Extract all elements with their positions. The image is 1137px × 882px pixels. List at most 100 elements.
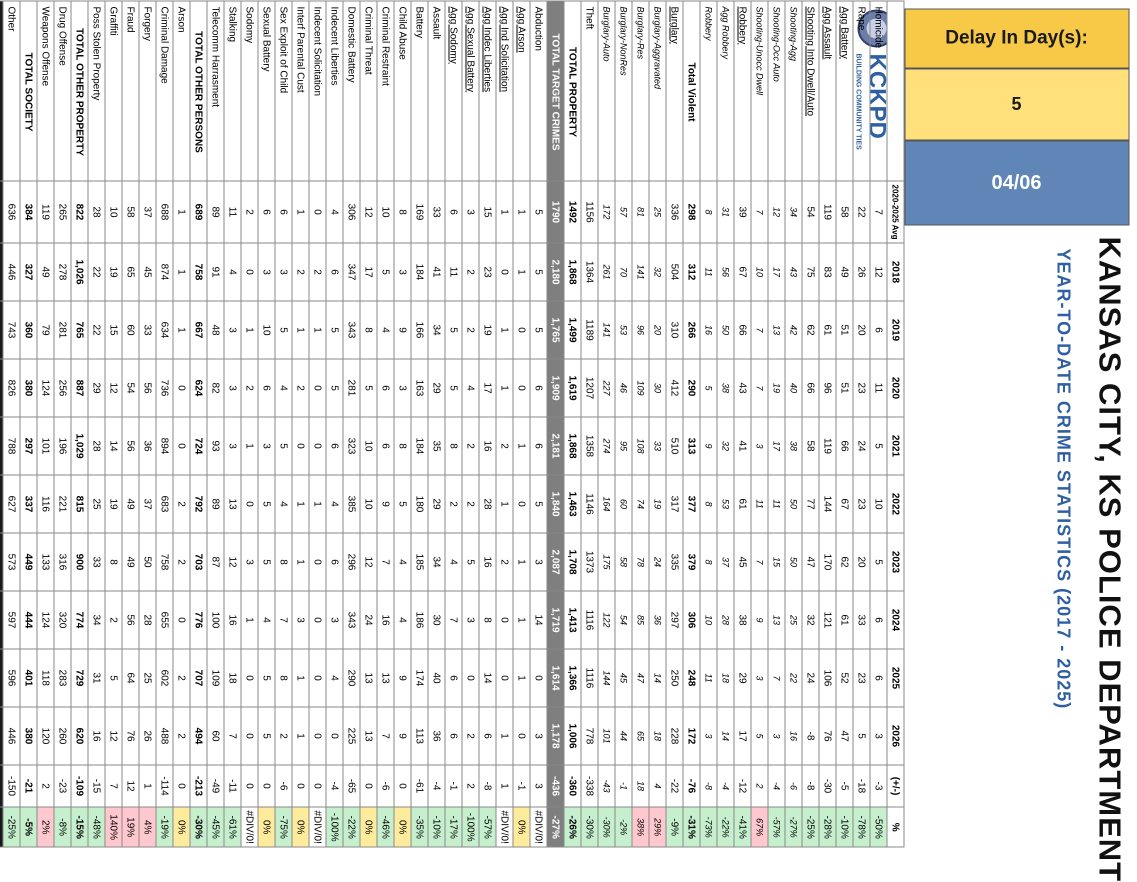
- table-row: Homicide 7 12 6 11 5 10 5 6 6 3 -3 -50%: [869, 0, 887, 847]
- value-cell: 0: [512, 300, 530, 359]
- table-row: Agg Indec Liberties 15 23 19 17 16 28 16 8 14 6 -8-…: [478, 0, 496, 847]
- table-row: Agg Arson 1 1 0 0 1 0 1 1 1 0 -1 0%: [512, 0, 530, 847]
- value-cell: 0: [512, 358, 530, 417]
- value-cell: 2,087: [546, 532, 564, 591]
- value-cell: 1,868: [563, 242, 581, 301]
- value-cell: 225: [342, 706, 360, 765]
- table-row: Burglary 336 504 310 412 510 317 335 297 250 228 -2…: [665, 0, 683, 847]
- value-cell: 2: [172, 648, 190, 707]
- value-cell: 1: [291, 180, 309, 243]
- value-cell: 4: [393, 532, 411, 591]
- value-cell: 1,719: [546, 590, 564, 649]
- value-cell: 221: [53, 474, 71, 533]
- value-cell: 121: [818, 590, 836, 649]
- value-cell: 106: [818, 648, 836, 707]
- value-cell: 58: [801, 416, 819, 475]
- diff-cell: -6: [274, 764, 292, 807]
- value-cell: 33: [138, 300, 156, 359]
- value-cell: 76: [121, 706, 139, 765]
- value-cell: 42: [784, 300, 802, 359]
- value-cell: 10: [869, 474, 887, 533]
- row-label: Agg Ind Solicitation: [495, 0, 513, 181]
- value-cell: 313: [682, 416, 700, 475]
- value-cell: 510: [665, 416, 683, 475]
- pct-change-cell: 38%: [631, 806, 649, 847]
- value-cell: 1,178: [546, 706, 564, 765]
- value-cell: 32: [716, 416, 734, 475]
- value-cell: 900: [70, 532, 88, 591]
- diff-cell: 0: [393, 764, 411, 807]
- diff-cell: 1: [495, 764, 513, 807]
- diff-cell: 12: [121, 764, 139, 807]
- value-cell: 50: [138, 532, 156, 591]
- value-cell: 228: [665, 706, 683, 765]
- value-cell: 1373: [580, 532, 598, 591]
- value-cell: 28: [478, 474, 496, 533]
- value-cell: 12: [767, 180, 785, 243]
- value-cell: 4: [461, 358, 479, 417]
- value-cell: 2: [308, 242, 326, 301]
- value-cell: 1,463: [563, 474, 581, 533]
- value-cell: 2: [291, 242, 309, 301]
- value-cell: 1,026: [70, 242, 88, 301]
- value-cell: 38: [733, 590, 751, 649]
- value-cell: 6: [325, 532, 343, 591]
- value-cell: 297: [665, 590, 683, 649]
- value-cell: 16: [87, 706, 105, 765]
- diff-cell: 0: [308, 764, 326, 807]
- value-cell: 51: [835, 300, 853, 359]
- value-cell: 45: [614, 648, 632, 707]
- value-cell: 3: [529, 706, 547, 765]
- value-cell: 26: [138, 706, 156, 765]
- diff-cell: -65: [342, 764, 360, 807]
- value-cell: 0: [495, 590, 513, 649]
- row-label: Criminal Restraint: [376, 0, 394, 181]
- pct-change-cell: 0%: [512, 806, 530, 847]
- value-cell: 826: [2, 358, 20, 417]
- report-date: 04/06: [991, 171, 1042, 193]
- column-header: 2019: [886, 300, 904, 359]
- value-cell: 34: [427, 300, 445, 359]
- column-header: 2020-2025 Avg: [886, 180, 904, 243]
- table-row: Rape 22 26 20 23 24 23 20 33 23 5 -18 -78%: [852, 0, 870, 847]
- value-cell: 1: [172, 180, 190, 243]
- diff-cell: -1: [444, 764, 462, 807]
- value-cell: 7: [376, 706, 394, 765]
- value-cell: 7: [750, 300, 768, 359]
- value-cell: 29: [427, 474, 445, 533]
- value-cell: 16: [223, 590, 241, 649]
- value-cell: 1: [495, 358, 513, 417]
- row-label: Burglary-Res: [631, 0, 649, 181]
- value-cell: 29: [427, 358, 445, 417]
- delay-label: Delay In Day(s):: [945, 27, 1088, 48]
- value-cell: 96: [631, 300, 649, 359]
- row-label: Fraud: [121, 0, 139, 181]
- row-label: Stalking: [223, 0, 241, 181]
- table-body: Homicide 7 12 6 11 5 10 5 6 6 3 -3 -50% Rape 22 26 20 23 2…: [0, 0, 887, 847]
- diff-cell: -6: [784, 764, 802, 807]
- row-label: Total Violent: [682, 0, 700, 181]
- diff-cell: -213: [189, 764, 207, 807]
- value-cell: 627: [2, 474, 20, 533]
- pct-change-cell: -8%: [53, 806, 71, 847]
- crime-statistics-table: 2020-2025 Avg 2018 2019 2020 2021 2022 2023 202…: [0, 0, 904, 847]
- value-cell: 0: [172, 416, 190, 475]
- column-header: 2023: [886, 532, 904, 591]
- value-cell: 16: [478, 532, 496, 591]
- diff-cell: -4: [716, 764, 734, 807]
- value-cell: 667: [189, 300, 207, 359]
- value-cell: 2,180: [546, 242, 564, 301]
- value-cell: 573: [2, 532, 20, 591]
- value-cell: 384: [19, 180, 37, 243]
- value-cell: 56: [716, 242, 734, 301]
- pct-change-cell: 0%: [172, 806, 190, 847]
- diff-cell: 2: [36, 764, 54, 807]
- value-cell: 0: [240, 648, 258, 707]
- value-cell: 343: [342, 300, 360, 359]
- value-cell: 45: [733, 532, 751, 591]
- value-cell: 296: [342, 532, 360, 591]
- value-cell: 815: [70, 474, 88, 533]
- value-cell: 227: [597, 358, 615, 417]
- value-cell: 54: [121, 358, 139, 417]
- pct-change-cell: -73%: [699, 806, 717, 847]
